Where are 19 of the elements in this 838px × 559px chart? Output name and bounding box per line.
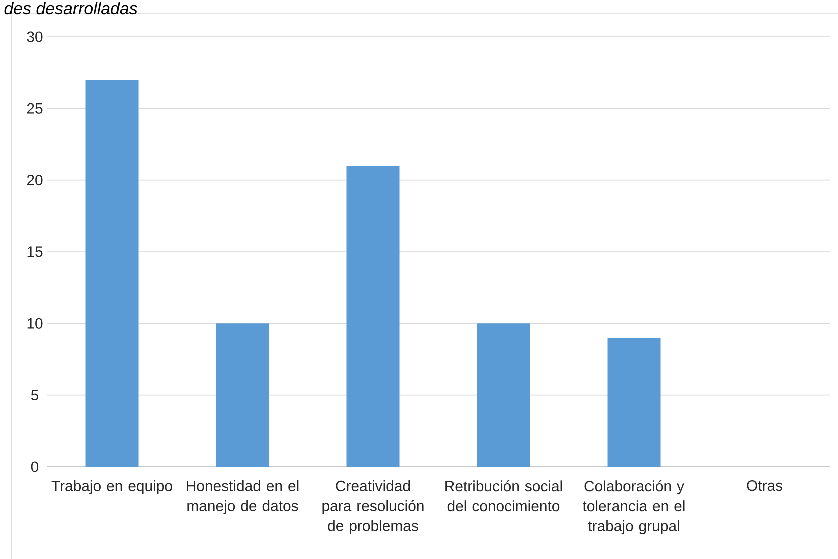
x-tick-label: Trabajo en equipo [52, 480, 172, 494]
bar [608, 338, 661, 467]
x-tick-label: Honestidad en el manejo de datos [187, 480, 299, 514]
x-tick-label: Colaboración y tolerancia en el trabajo grupal [582, 480, 685, 534]
y-tick-label: 5 [31, 390, 39, 401]
bar [477, 324, 530, 467]
y-tick-label: 25 [27, 103, 43, 114]
x-tick-label: Creatividad para resolución de problemas [322, 480, 424, 534]
y-tick-label: 30 [27, 32, 43, 42]
bar [216, 324, 270, 467]
y-tick-label: 15 [28, 246, 43, 258]
bar [346, 166, 400, 467]
bar [86, 80, 139, 467]
chart-title: des desarrolladas [4, 2, 138, 15]
x-tick-label: Otras [747, 480, 782, 492]
y-tick-label: 10 [28, 318, 43, 329]
y-tick-label: 20 [27, 175, 43, 186]
y-tick-label: 0 [31, 462, 39, 472]
x-tick-label: Retribución social del conocimiento [446, 480, 562, 512]
